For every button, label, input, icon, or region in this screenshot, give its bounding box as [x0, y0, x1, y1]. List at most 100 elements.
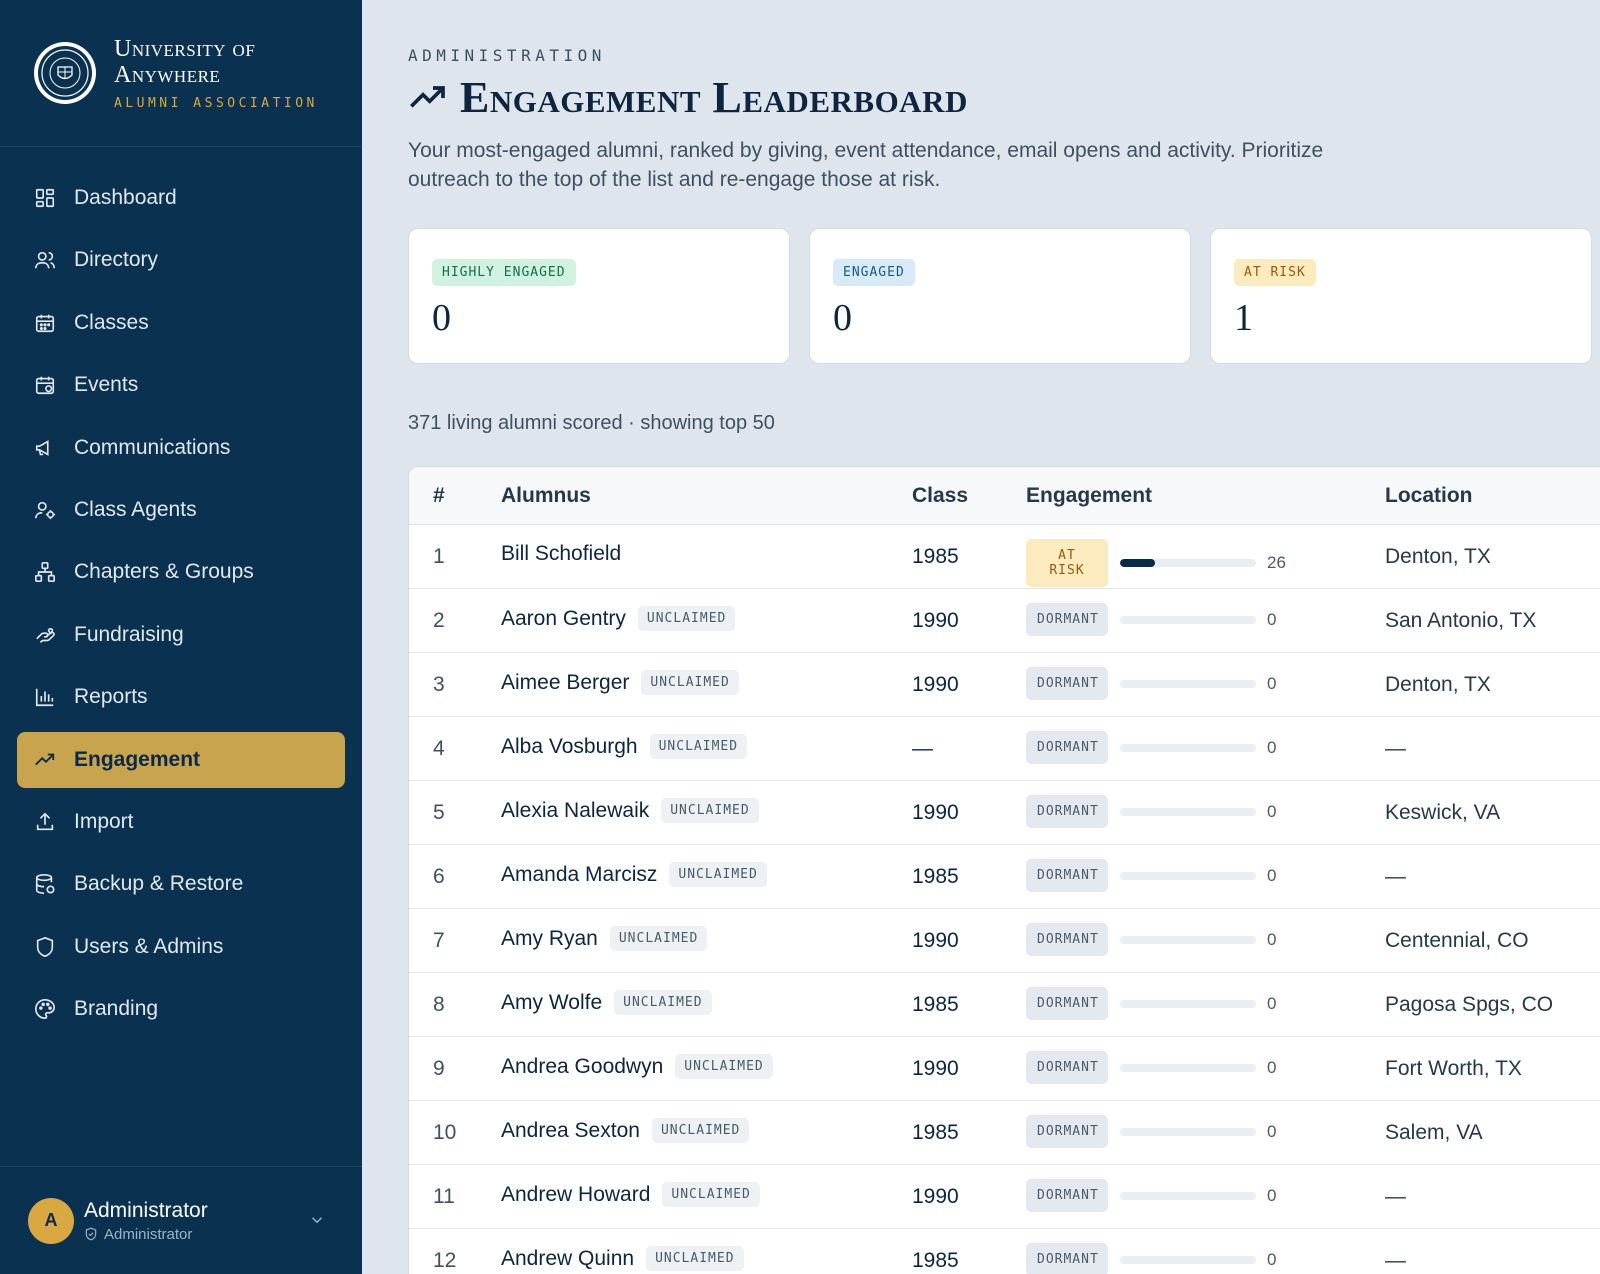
- table-row[interactable]: 4 Alba Vosburgh UNCLAIMED — DORMANT 0 —: [409, 717, 1600, 781]
- alumnus-name-link[interactable]: Amanda Marcisz: [501, 862, 658, 886]
- engagement-score: 0: [1267, 929, 1277, 949]
- alumnus-name-link[interactable]: Andrew Quinn: [501, 1246, 635, 1270]
- sidebar-item-label: Reports: [74, 685, 148, 709]
- unclaimed-badge: UNCLAIMED: [637, 606, 736, 631]
- sidebar-item-class-agents[interactable]: Class Agents: [17, 482, 345, 538]
- column-header-class: Class: [912, 484, 969, 507]
- sidebar-item-import[interactable]: Import: [17, 794, 345, 850]
- engagement-score-bar: [1120, 1255, 1256, 1264]
- table-row[interactable]: 2 Aaron Gentry UNCLAIMED 1990 DORMANT 0 San An…: [409, 589, 1600, 653]
- leaderboard-table: # Alumnus Class Engagement Location 1 Bil…: [408, 466, 1600, 1274]
- alumnus-name-link[interactable]: Andrea Sexton: [501, 1118, 640, 1142]
- status-badge: DORMANT: [1026, 1243, 1108, 1274]
- row-class-year: 1990: [912, 801, 959, 824]
- bar-chart-icon: [35, 688, 54, 707]
- alumnus-name-link[interactable]: Andrea Goodwyn: [501, 1054, 664, 1078]
- row-alumnus: Andrew Quinn UNCLAIMED: [501, 1246, 744, 1271]
- row-class-year: 1990: [912, 673, 959, 696]
- stat-value: 0: [432, 297, 451, 339]
- table-row[interactable]: 3 Aimee Berger UNCLAIMED 1990 DORMANT 0 Denton…: [409, 653, 1600, 717]
- engagement-score: 0: [1267, 1057, 1277, 1077]
- sidebar-item-users-admins[interactable]: Users & Admins: [17, 919, 345, 975]
- status-badge: DORMANT: [1026, 1179, 1108, 1212]
- sidebar-item-directory[interactable]: Directory: [17, 232, 345, 288]
- status-badge: DORMANT: [1026, 603, 1108, 636]
- sidebar-item-events[interactable]: Events: [17, 357, 345, 413]
- stat-label: ENGAGED: [833, 259, 915, 286]
- sidebar-item-classes[interactable]: Classes: [17, 295, 345, 351]
- table-row[interactable]: 5 Alexia Nalewaik UNCLAIMED 1990 DORMANT 0 Kes…: [409, 781, 1600, 845]
- chevron-down-icon[interactable]: [308, 1211, 326, 1229]
- row-class-year: —: [912, 737, 933, 760]
- sidebar-item-backup-restore[interactable]: Backup & Restore: [17, 856, 345, 912]
- stat-label: HIGHLY ENGAGED: [432, 259, 576, 286]
- dashboard-icon: [35, 188, 55, 208]
- user-menu[interactable]: A Administrator Administrator: [0, 1166, 362, 1274]
- row-engagement: DORMANT 0: [1026, 1243, 1276, 1274]
- engagement-score-bar: [1120, 1063, 1256, 1072]
- table-row[interactable]: 6 Amanda Marcisz UNCLAIMED 1985 DORMANT 0 —: [409, 845, 1600, 909]
- row-location: —: [1385, 737, 1406, 760]
- row-location: San Antonio, TX: [1385, 609, 1537, 632]
- table-row[interactable]: 8 Amy Wolfe UNCLAIMED 1985 DORMANT 0 Pagosa Sp…: [409, 973, 1600, 1037]
- engagement-score: 0: [1267, 673, 1277, 693]
- sidebar-item-fundraising[interactable]: Fundraising: [17, 607, 345, 663]
- avatar: A: [28, 1197, 74, 1244]
- engagement-score-bar: [1120, 615, 1256, 624]
- table-header: # Alumnus Class Engagement Location: [409, 467, 1600, 525]
- sidebar-item-label: Fundraising: [74, 622, 184, 646]
- engagement-score: 0: [1267, 865, 1277, 885]
- engagement-score: 0: [1267, 1121, 1277, 1141]
- megaphone-icon: [35, 439, 49, 456]
- sidebar-item-chapters-groups[interactable]: Chapters & Groups: [17, 544, 345, 600]
- sidebar-item-engagement[interactable]: Engagement: [17, 731, 345, 788]
- engagement-score-bar: [1120, 807, 1256, 816]
- row-alumnus: Aimee Berger UNCLAIMED: [501, 670, 739, 695]
- upload-icon: [36, 812, 54, 831]
- page-description: Your most-engaged alumni, ranked by givi…: [408, 139, 1324, 191]
- alumnus-name-link[interactable]: Alexia Nalewaik: [501, 798, 650, 822]
- row-class-year: 1990: [912, 609, 959, 632]
- row-alumnus: Alexia Nalewaik UNCLAIMED: [501, 798, 759, 823]
- network-icon: [35, 562, 55, 583]
- engagement-score-bar: [1120, 999, 1256, 1008]
- engagement-score: 26: [1267, 553, 1286, 572]
- engagement-score-bar: [1120, 679, 1256, 688]
- user-role: Administrator: [84, 1226, 208, 1243]
- row-rank: 12: [433, 1249, 457, 1272]
- alumnus-name-link[interactable]: Andrew Howard: [501, 1182, 651, 1206]
- row-rank: 5: [433, 801, 445, 824]
- table-row[interactable]: 1 Bill Schofield 1985 AT RISK 26 Denton, TX: [409, 525, 1600, 589]
- unclaimed-badge: UNCLAIMED: [675, 1054, 773, 1079]
- status-badge: DORMANT: [1026, 987, 1108, 1020]
- alumnus-name-link[interactable]: Aimee Berger: [501, 670, 630, 694]
- alumnus-name-link[interactable]: Amy Wolfe: [501, 990, 603, 1014]
- alumnus-name-link[interactable]: Amy Ryan: [501, 926, 598, 950]
- alumnus-name-link[interactable]: Alba Vosburgh: [501, 734, 638, 758]
- table-row[interactable]: 10 Andrea Sexton UNCLAIMED 1985 DORMANT 0 Sale…: [409, 1101, 1600, 1165]
- engagement-score: 0: [1267, 993, 1277, 1013]
- table-row[interactable]: 7 Amy Ryan UNCLAIMED 1990 DORMANT 0 Centennial…: [409, 909, 1600, 973]
- unclaimed-badge: UNCLAIMED: [641, 670, 739, 695]
- row-class-year: 1985: [912, 865, 959, 888]
- trending-up-icon: [35, 753, 55, 765]
- alumnus-name-link[interactable]: Bill Schofield: [501, 542, 622, 565]
- sidebar-item-dashboard[interactable]: Dashboard: [17, 170, 345, 226]
- sidebar-item-reports[interactable]: Reports: [17, 669, 345, 725]
- sidebar-item-communications[interactable]: Communications: [17, 420, 345, 476]
- sidebar-item-label: Engagement: [74, 747, 201, 771]
- unclaimed-badge: UNCLAIMED: [651, 1118, 750, 1143]
- table-row[interactable]: 9 Andrea Goodwyn UNCLAIMED 1990 DORMANT 0 Fort…: [409, 1037, 1600, 1101]
- sidebar-item-branding[interactable]: Branding: [17, 981, 345, 1037]
- alumnus-name-link[interactable]: Aaron Gentry: [501, 606, 626, 630]
- brand[interactable]: University of Anywhere ALUMNI ASSOCIATIO…: [0, 0, 362, 147]
- sidebar-item-label: Class Agents: [74, 497, 197, 521]
- stat-card-engaged: ENGAGED 0: [809, 228, 1191, 364]
- table-row[interactable]: 12 Andrew Quinn UNCLAIMED 1985 DORMANT 0 —: [409, 1229, 1600, 1274]
- page-title: Engagement Leaderboard: [460, 73, 968, 122]
- table-row[interactable]: 11 Andrew Howard UNCLAIMED 1990 DORMANT 0 —: [409, 1165, 1600, 1229]
- row-alumnus: Amanda Marcisz UNCLAIMED: [501, 862, 767, 887]
- row-rank: 7: [433, 929, 445, 952]
- sidebar-item-label: Backup & Restore: [74, 872, 244, 896]
- engagement-score-bar: [1120, 935, 1256, 944]
